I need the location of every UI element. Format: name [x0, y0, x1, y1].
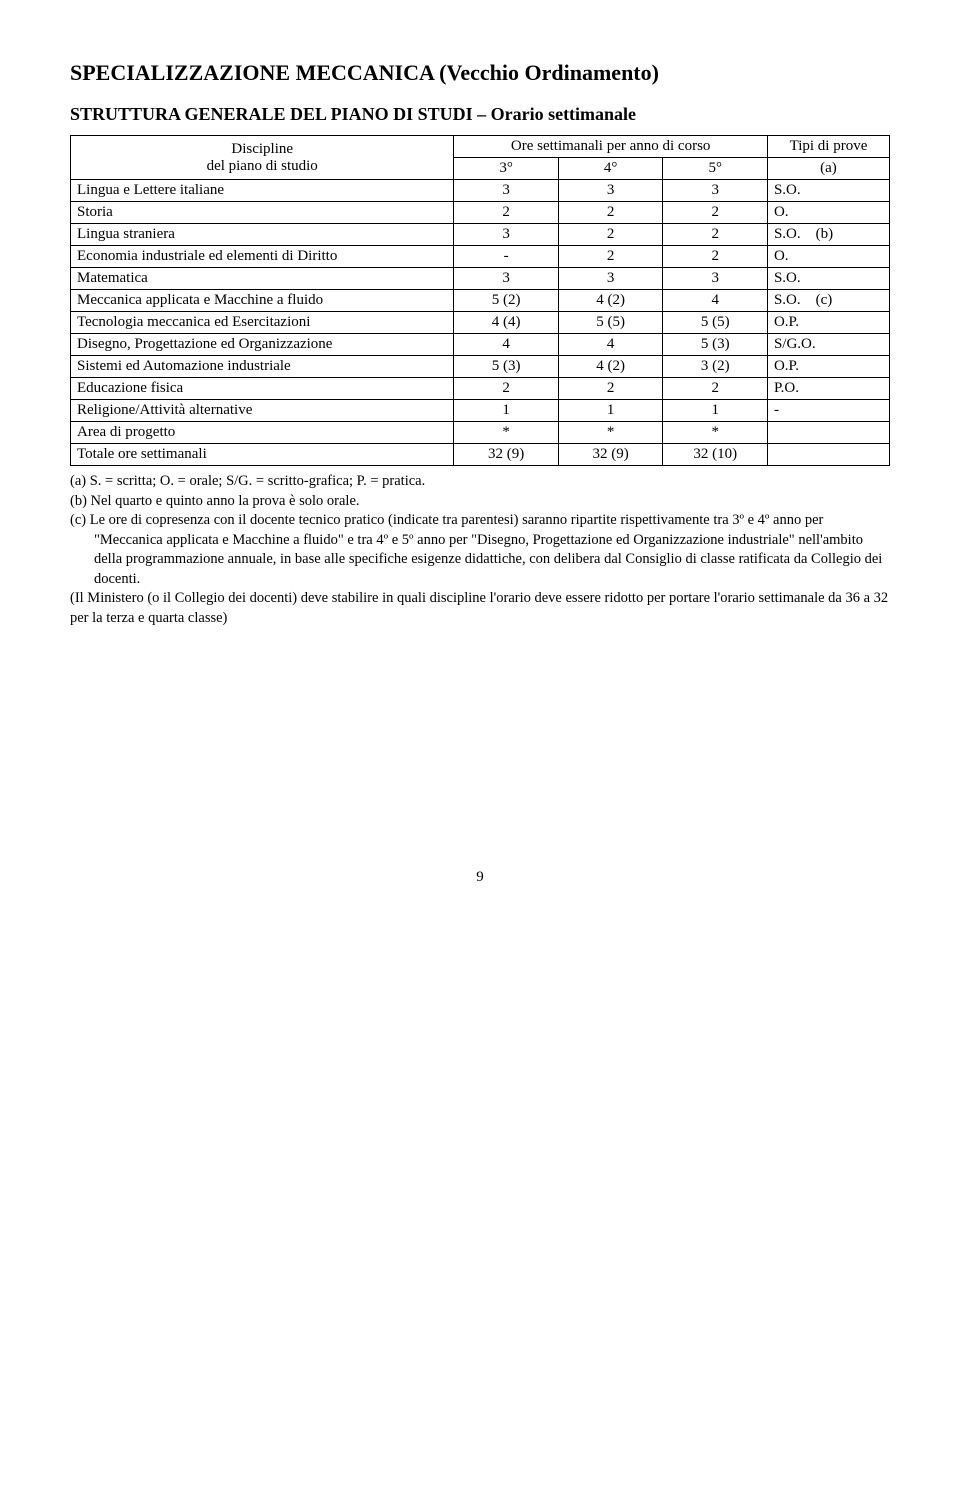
- row-label: Lingua e Lettere italiane: [71, 180, 454, 202]
- row-v3: 1: [454, 400, 559, 422]
- header-a: (a): [767, 158, 889, 180]
- table-row: Lingua e Lettere italiane333S.O.: [71, 180, 890, 202]
- row-type: S.O.: [767, 268, 889, 290]
- row-type: S.O.: [767, 180, 889, 202]
- header-ore: Ore settimanali per anno di corso: [454, 136, 768, 158]
- row-v3: 32 (9): [454, 444, 559, 466]
- row-label: Religione/Attività alternative: [71, 400, 454, 422]
- table-row: Religione/Attività alternative111-: [71, 400, 890, 422]
- row-type: [767, 422, 889, 444]
- table-row: Storia222O.: [71, 202, 890, 224]
- row-type: O.P.: [767, 356, 889, 378]
- table-row: Area di progetto***: [71, 422, 890, 444]
- row-v5: 3: [663, 268, 768, 290]
- row-v5: 5 (3): [663, 334, 768, 356]
- table-row: Sistemi ed Automazione industriale5 (3)4…: [71, 356, 890, 378]
- row-v4: 2: [558, 246, 663, 268]
- row-v5: 4: [663, 290, 768, 312]
- row-v3: -: [454, 246, 559, 268]
- row-v3: 3: [454, 180, 559, 202]
- row-v5: 3 (2): [663, 356, 768, 378]
- row-v4: 2: [558, 378, 663, 400]
- table-row: Matematica333S.O.: [71, 268, 890, 290]
- notes-block: (a) S. = scritta; O. = orale; S/G. = scr…: [70, 472, 890, 629]
- table-row: Totale ore settimanali32 (9)32 (9)32 (10…: [71, 444, 890, 466]
- page-subtitle: STRUTTURA GENERALE DEL PIANO DI STUDI – …: [70, 104, 890, 125]
- row-label: Totale ore settimanali: [71, 444, 454, 466]
- note-a: (a) S. = scritta; O. = orale; S/G. = scr…: [70, 472, 890, 492]
- row-v5: 5 (5): [663, 312, 768, 334]
- table-row: Economia industriale ed elementi di Diri…: [71, 246, 890, 268]
- row-v5: *: [663, 422, 768, 444]
- table-row: Lingua straniera322S.O. (b): [71, 224, 890, 246]
- row-label: Lingua straniera: [71, 224, 454, 246]
- row-type: S.O. (b): [767, 224, 889, 246]
- row-v5: 2: [663, 202, 768, 224]
- row-type: S.O. (c): [767, 290, 889, 312]
- row-v4: 3: [558, 268, 663, 290]
- row-v4: 1: [558, 400, 663, 422]
- row-type: P.O.: [767, 378, 889, 400]
- row-v4: 2: [558, 224, 663, 246]
- curriculum-table: Discipline del piano di studio Ore setti…: [70, 135, 890, 466]
- row-v4: 32 (9): [558, 444, 663, 466]
- table-row: Meccanica applicata e Macchine a fluido5…: [71, 290, 890, 312]
- row-v3: 3: [454, 268, 559, 290]
- row-v5: 32 (10): [663, 444, 768, 466]
- row-v3: *: [454, 422, 559, 444]
- row-label: Area di progetto: [71, 422, 454, 444]
- table-row: Tecnologia meccanica ed Esercitazioni4 (…: [71, 312, 890, 334]
- row-v4: 4 (2): [558, 290, 663, 312]
- row-v5: 2: [663, 378, 768, 400]
- row-v3: 5 (3): [454, 356, 559, 378]
- row-v3: 4 (4): [454, 312, 559, 334]
- row-label: Disegno, Progettazione ed Organizzazione: [71, 334, 454, 356]
- table-row: Educazione fisica222P.O.: [71, 378, 890, 400]
- note-last: (Il Ministero (o il Collegio dei docenti…: [70, 589, 890, 628]
- row-v3: 2: [454, 202, 559, 224]
- header-tipi: Tipi di prove: [767, 136, 889, 158]
- row-type: -: [767, 400, 889, 422]
- row-v4: 3: [558, 180, 663, 202]
- row-v3: 5 (2): [454, 290, 559, 312]
- header-year-3: 3°: [454, 158, 559, 180]
- row-type: [767, 444, 889, 466]
- row-type: O.: [767, 202, 889, 224]
- note-c: (c) Le ore di copresenza con il docente …: [70, 511, 890, 589]
- page-number: 9: [70, 869, 890, 886]
- header-year-4: 4°: [558, 158, 663, 180]
- row-v5: 2: [663, 246, 768, 268]
- page-title: SPECIALIZZAZIONE MECCANICA (Vecchio Ordi…: [70, 60, 890, 86]
- row-v4: *: [558, 422, 663, 444]
- row-v3: 3: [454, 224, 559, 246]
- row-v3: 4: [454, 334, 559, 356]
- note-b: (b) Nel quarto e quinto anno la prova è …: [70, 492, 890, 512]
- row-v3: 2: [454, 378, 559, 400]
- row-type: S/G.O.: [767, 334, 889, 356]
- row-label: Storia: [71, 202, 454, 224]
- row-label: Meccanica applicata e Macchine a fluido: [71, 290, 454, 312]
- row-label: Economia industriale ed elementi di Diri…: [71, 246, 454, 268]
- row-label: Tecnologia meccanica ed Esercitazioni: [71, 312, 454, 334]
- table-row: Disegno, Progettazione ed Organizzazione…: [71, 334, 890, 356]
- row-label: Educazione fisica: [71, 378, 454, 400]
- row-label: Matematica: [71, 268, 454, 290]
- row-type: O.P.: [767, 312, 889, 334]
- row-type: O.: [767, 246, 889, 268]
- row-v5: 3: [663, 180, 768, 202]
- row-v4: 5 (5): [558, 312, 663, 334]
- row-v4: 4: [558, 334, 663, 356]
- row-label: Sistemi ed Automazione industriale: [71, 356, 454, 378]
- header-piano: del piano di studio: [207, 158, 318, 174]
- row-v5: 2: [663, 224, 768, 246]
- row-v4: 2: [558, 202, 663, 224]
- header-discipline: Discipline: [231, 141, 293, 157]
- row-v4: 4 (2): [558, 356, 663, 378]
- row-v5: 1: [663, 400, 768, 422]
- header-year-5: 5°: [663, 158, 768, 180]
